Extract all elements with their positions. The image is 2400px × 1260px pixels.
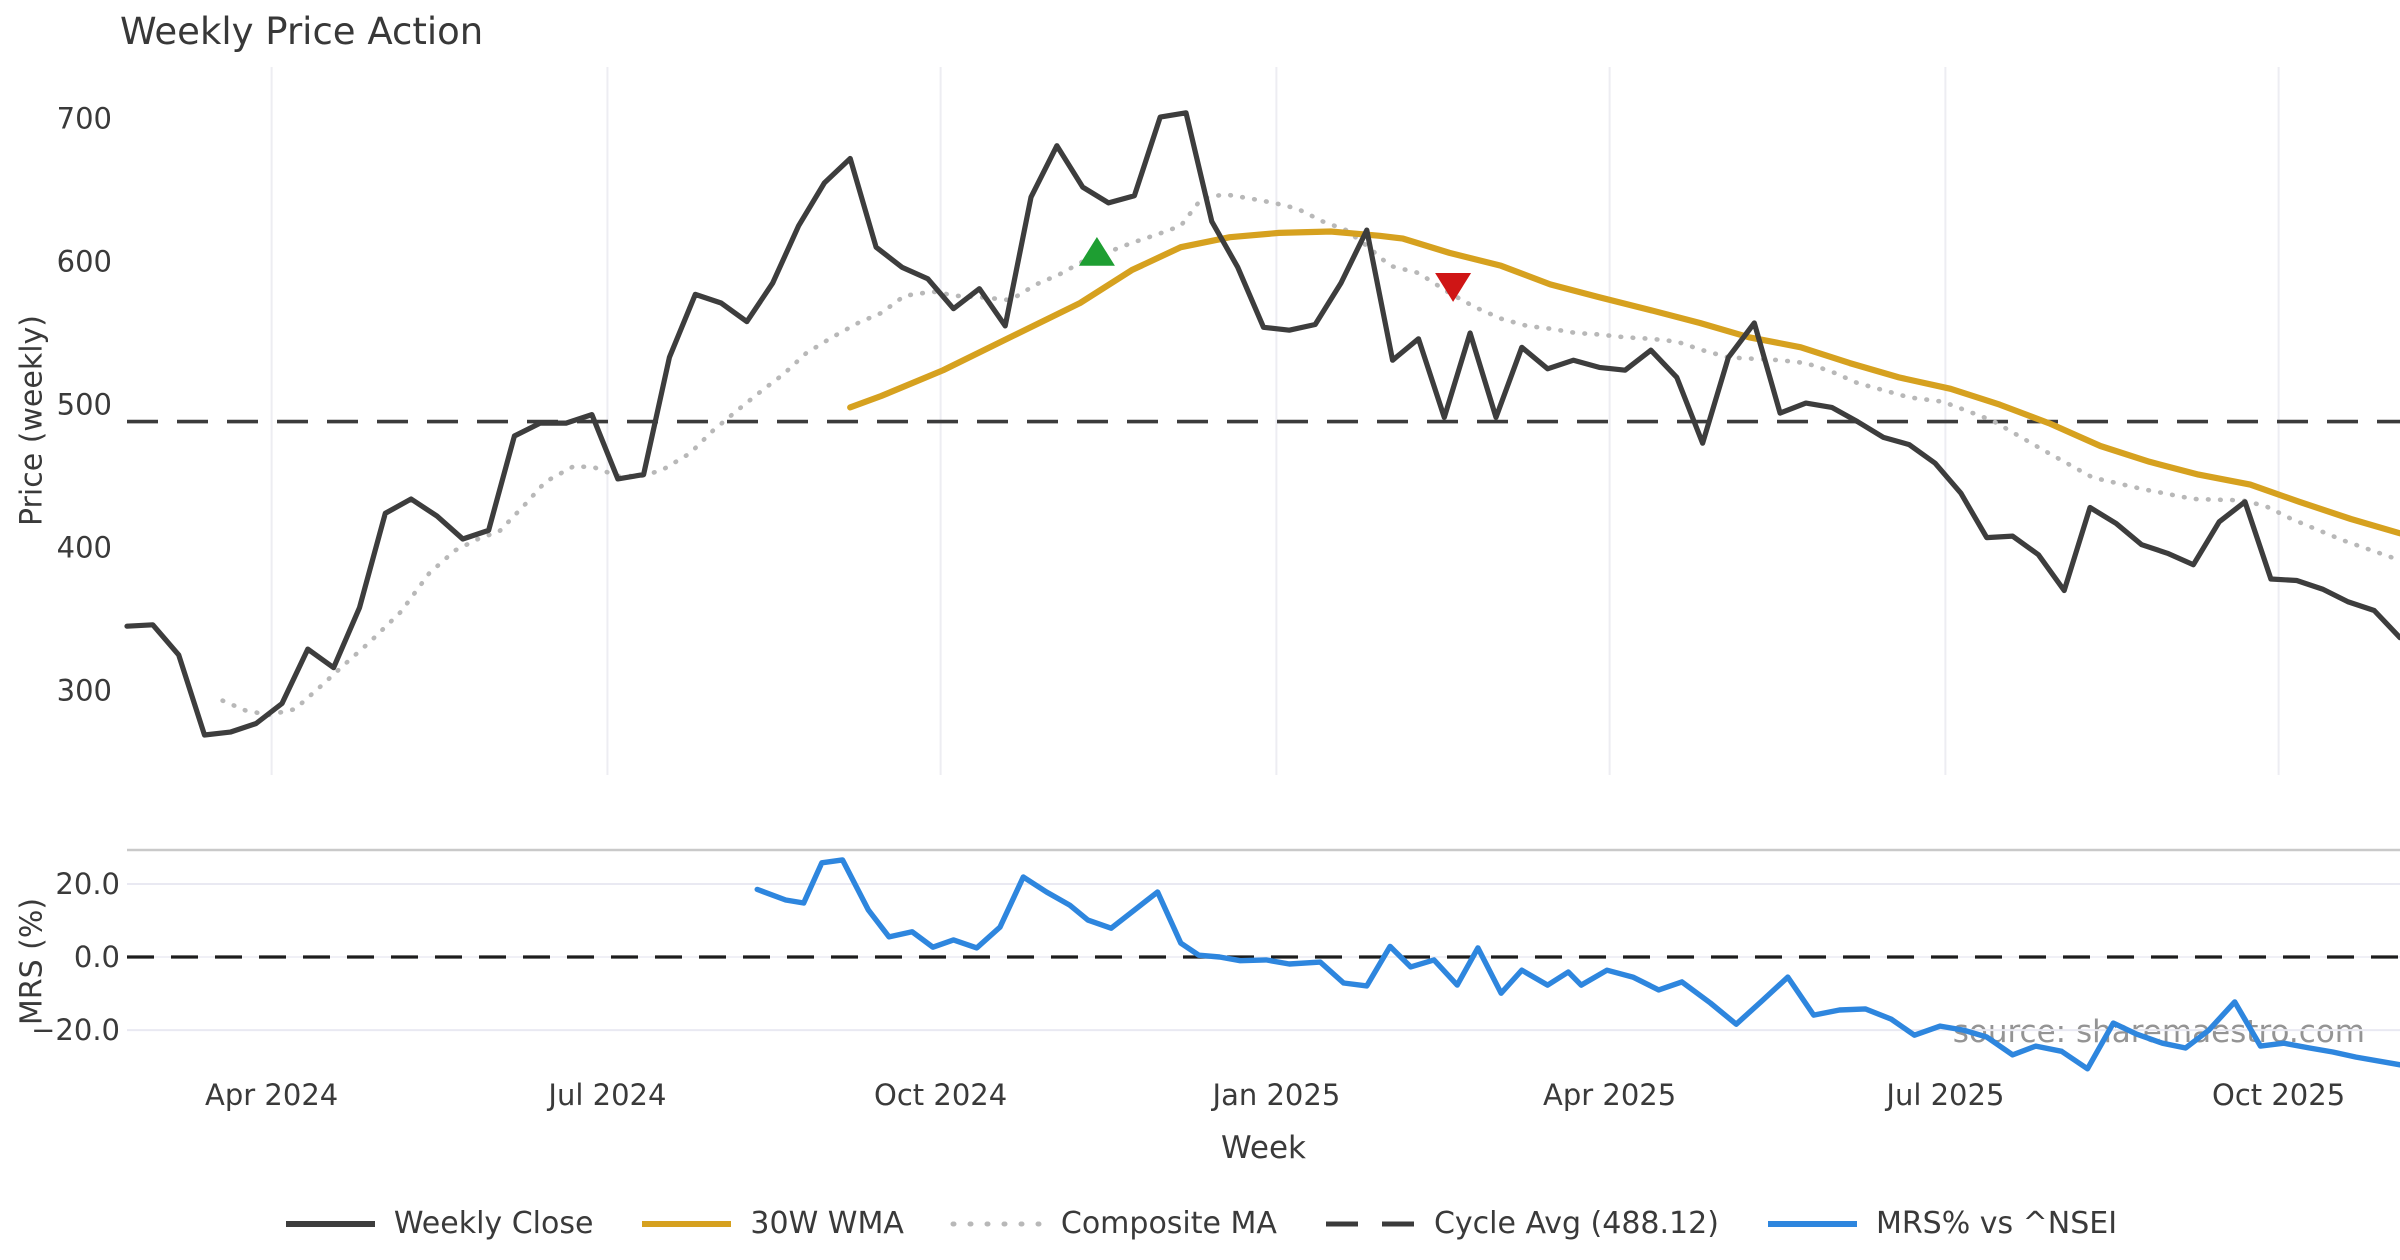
buy-signal-marker-icon	[1079, 237, 1115, 266]
chart-canvas: 30040050060070020.00.0−20.0Apr 2024Jul 2…	[0, 0, 2400, 1260]
price-y-tick-label: 700	[57, 101, 112, 135]
price-axis-label: Price (weekly)	[15, 271, 50, 571]
mrs-y-tick-label: 20.0	[55, 867, 120, 901]
x-tick-label: Jul 2024	[546, 1078, 666, 1112]
legend-swatch-solid-icon	[283, 1216, 378, 1232]
wma-30w-line	[850, 232, 2400, 534]
composite-ma-line	[223, 194, 2400, 715]
x-tick-label: Apr 2025	[1543, 1078, 1676, 1112]
mrs-y-tick-label: 0.0	[74, 940, 120, 974]
x-tick-label: Oct 2024	[874, 1078, 1007, 1112]
legend-swatch-solid-icon	[1765, 1216, 1860, 1232]
sell-signal-marker-icon	[1435, 273, 1471, 302]
mrs-axis-label: MRS (%)	[15, 812, 50, 1112]
price-y-tick-label: 600	[57, 245, 112, 279]
legend-item: Weekly Close	[283, 1206, 594, 1241]
legend-swatch-solid-icon	[639, 1216, 734, 1232]
price-y-tick-label: 400	[57, 531, 112, 565]
mrs-line	[757, 860, 2400, 1069]
chart-legend: Weekly Close 30W WMA Composite MA Cycle Avg…	[0, 1206, 2400, 1241]
x-tick-label: Jul 2025	[1884, 1078, 2004, 1112]
legend-label: Weekly Close	[394, 1206, 594, 1241]
x-axis-label: Week	[127, 1130, 2400, 1166]
price-y-tick-label: 300	[57, 674, 112, 708]
legend-item: MRS% vs ^NSEI	[1765, 1206, 2117, 1241]
legend-swatch-dotted-icon	[950, 1216, 1045, 1232]
chart-title: Weekly Price Action	[120, 10, 483, 53]
legend-swatch-dashed-icon	[1323, 1216, 1418, 1232]
weekly-close-line	[127, 113, 2400, 735]
legend-item: Composite MA	[950, 1206, 1277, 1241]
legend-item: Cycle Avg (488.12)	[1323, 1206, 1719, 1241]
legend-label: Cycle Avg (488.12)	[1434, 1206, 1719, 1241]
x-tick-label: Apr 2024	[205, 1078, 338, 1112]
price-y-tick-label: 500	[57, 388, 112, 422]
x-tick-label: Oct 2025	[2212, 1078, 2345, 1112]
legend-item: 30W WMA	[639, 1206, 903, 1241]
legend-label: MRS% vs ^NSEI	[1876, 1206, 2117, 1241]
legend-label: 30W WMA	[750, 1206, 903, 1241]
weekly-price-action-chart: Weekly Price Action Price (weekly) MRS (…	[0, 0, 2400, 1260]
legend-label: Composite MA	[1061, 1206, 1277, 1241]
x-tick-label: Jan 2025	[1211, 1078, 1341, 1112]
